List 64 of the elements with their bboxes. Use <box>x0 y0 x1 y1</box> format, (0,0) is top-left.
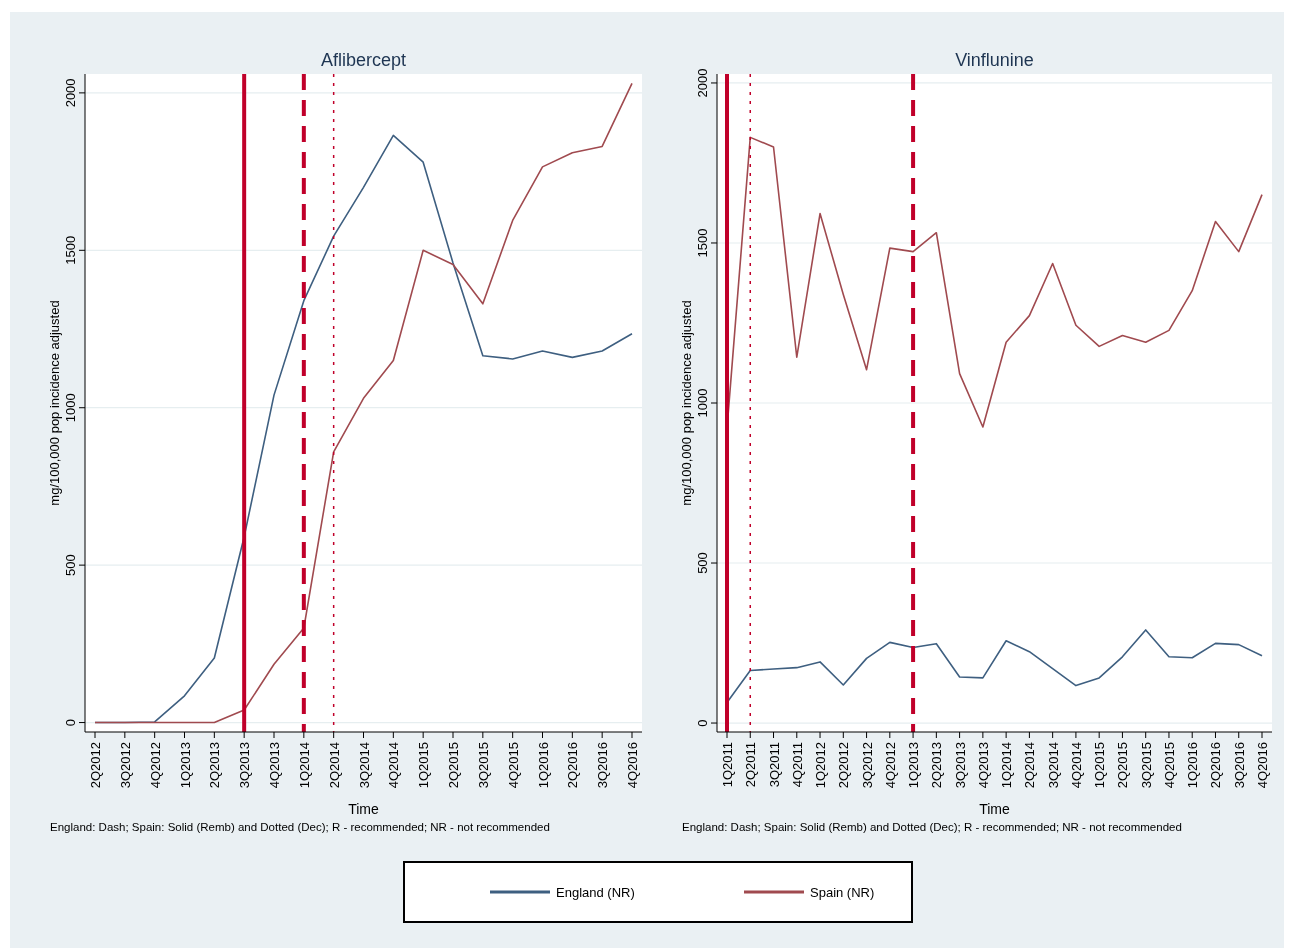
y-tick-label: 0 <box>63 718 78 727</box>
x-tick-label: 1Q2011 <box>720 742 735 788</box>
y-axis-title: mg/100,000 pop incidence adjusted <box>679 300 694 506</box>
x-tick-label: 1Q2016 <box>535 742 551 789</box>
y-tick-label: 1500 <box>695 228 710 258</box>
x-tick-label: 4Q2014 <box>1068 742 1084 789</box>
x-tick-label: 1Q2014 <box>999 742 1015 789</box>
y-tick-label: 1500 <box>63 235 78 265</box>
x-tick-label: 2Q2014 <box>326 742 342 789</box>
x-tick-label: 4Q2016 <box>625 742 640 789</box>
text: England: Dash; Spain: Solid (Remb) and Dotted (Dec); R - recommended; NR - not recommended <box>50 821 550 833</box>
x-tick-label: 1Q2015 <box>416 742 432 789</box>
x-tick-label: 3Q2016 <box>1231 742 1247 789</box>
x-tick-label: 3Q2014 <box>356 742 372 789</box>
x-tick-label: 2Q2012 <box>836 742 852 789</box>
x-tick-label: 1Q2013 <box>906 742 922 789</box>
x-tick-label: 2Q2014 <box>1022 742 1038 789</box>
x-tick-label: 1Q2015 <box>1092 742 1108 789</box>
x-tick-label: 4Q2013 <box>267 742 282 789</box>
x-tick-label: 3Q2013 <box>952 742 968 789</box>
x-tick-label: 3Q2011 <box>766 742 782 788</box>
x-tick-label: 3Q2012 <box>117 742 133 789</box>
y-axis-title: mg/100,000 pop incidence adjusted <box>47 300 62 506</box>
x-axis-title: Time <box>979 801 1011 817</box>
x-tick-label: 2Q2016 <box>565 742 581 789</box>
x-tick-label: 3Q2012 <box>859 742 875 789</box>
text: England: Dash; Spain: Solid (Remb) and Dotted (Dec); R - recommended; NR - not recommended <box>682 821 1182 833</box>
x-tick-label: 2Q2013 <box>929 742 945 789</box>
y-tick-label: 2000 <box>63 78 78 108</box>
y-tick-label: 2000 <box>695 68 710 98</box>
x-tick-label: 2Q2013 <box>207 742 223 789</box>
x-tick-label: 2Q2015 <box>1115 742 1131 789</box>
x-tick-label: 1Q2014 <box>296 742 312 789</box>
legend-label: England (NR) <box>556 885 635 900</box>
y-tick-label: 500 <box>695 552 710 574</box>
x-tick-label: 4Q2014 <box>386 742 402 789</box>
x-tick-label: 2Q2016 <box>1208 742 1224 789</box>
y-tick-label: 500 <box>63 554 78 576</box>
line-series <box>726 136 1263 430</box>
x-tick-label: 4Q2015 <box>505 742 521 789</box>
x-tick-label: 4Q2012 <box>882 742 898 789</box>
x-tick-label: 3Q2014 <box>1045 742 1061 789</box>
x-tick-label: 3Q2015 <box>475 742 491 789</box>
x-tick-label: 4Q2012 <box>147 742 163 789</box>
chart-title: Vinflunine <box>955 50 1034 70</box>
x-axis-title: Time <box>348 801 380 817</box>
y-tick-label: 0 <box>695 719 710 727</box>
x-tick-label: 4Q2016 <box>1255 742 1270 789</box>
chart-title: Aflibercept <box>320 50 407 70</box>
y-tick-label: 1000 <box>63 393 78 423</box>
x-tick-label: 2Q2015 <box>446 742 461 789</box>
x-tick-label: 4Q2011 <box>789 742 805 788</box>
x-tick-label: 2Q2011 <box>743 742 759 788</box>
x-tick-label: 1Q2012 <box>813 742 829 789</box>
x-tick-label: 3Q2013 <box>237 742 253 789</box>
x-tick-label: 4Q2015 <box>1161 742 1177 789</box>
y-tick-label: 1000 <box>695 388 710 418</box>
x-tick-label: 1Q2013 <box>177 742 193 789</box>
x-tick-label: 1Q2016 <box>1185 742 1201 789</box>
x-tick-label: 3Q2015 <box>1138 742 1154 789</box>
legend-label: Spain (NR) <box>810 885 875 900</box>
x-tick-label: 4Q2013 <box>975 742 991 789</box>
x-tick-label: 3Q2016 <box>595 742 611 789</box>
x-tick-label: 2Q2012 <box>88 742 103 789</box>
